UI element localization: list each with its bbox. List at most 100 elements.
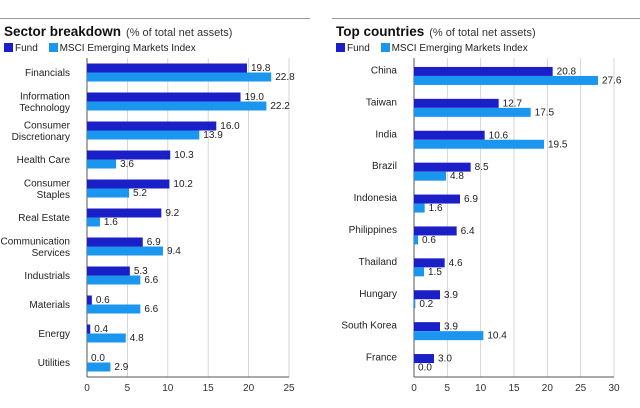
category-label: Communication Services (1, 236, 70, 259)
category-label: Energy (38, 329, 70, 340)
index-bar (87, 217, 100, 227)
chart-title-text: Sector breakdown (4, 24, 122, 39)
index-bar (414, 267, 424, 277)
category-label-line: Financials (25, 68, 70, 79)
fund-bar (414, 322, 440, 332)
category-label: Information Technology (19, 91, 70, 114)
top-countries-chart: Top countries (% of total net assets) Fun… (332, 0, 640, 408)
x-tick-label: 5 (125, 383, 131, 394)
category-label: Indonesia (354, 193, 398, 204)
x-tick-label: 25 (575, 383, 587, 394)
category-label-line: Thailand (359, 257, 397, 268)
fund-bar (87, 121, 217, 131)
fund-bar (414, 258, 445, 268)
index-bar (414, 171, 446, 181)
category-label: India (375, 129, 397, 140)
fund-bar (87, 150, 171, 160)
fund-bar (414, 226, 457, 236)
chart-title-text: Top countries (336, 24, 425, 39)
index-bar (414, 235, 418, 245)
category-label-line: Consumer (24, 178, 71, 189)
category-label-line: Services (32, 248, 70, 259)
category-label-line: Industrials (24, 271, 70, 282)
legend-swatch-fund (4, 43, 13, 52)
index-value-label: 10.4 (487, 331, 507, 342)
category-label-line: Philippines (349, 225, 397, 236)
x-tick-label: 15 (508, 383, 520, 394)
category-label: Taiwan (366, 97, 397, 108)
index-value-label: 1.5 (428, 267, 442, 278)
index-value-label: 0.2 (419, 299, 433, 310)
fund-value-label: 8.5 (475, 162, 489, 173)
index-value-label: 4.8 (130, 333, 144, 344)
category-label-line: Discretionary (12, 132, 70, 143)
fund-bar (87, 295, 92, 305)
country-bars-svg: 0 5 10 15 20 25 30 China 20.8 27.6 Taiwan 12.7 17.5 I… (341, 58, 622, 394)
legend-item-fund: Fund (4, 43, 38, 54)
sector-bars-svg: 0 5 10 15 20 25 Financials 19.8 22.8 Information T… (1, 58, 295, 394)
fund-value-label: 0.4 (94, 324, 108, 335)
chart-legend: Fund MSCI Emerging Markets Index (336, 43, 536, 54)
fund-value-label: 12.7 (503, 98, 523, 109)
x-tick-label: 30 (608, 383, 620, 394)
fund-value-label: 9.2 (165, 208, 179, 219)
legend-label-fund: Fund (347, 43, 370, 54)
legend-label-index: MSCI Emerging Markets Index (59, 43, 196, 54)
category-label-line: Health Care (17, 155, 71, 166)
chart-legend: Fund MSCI Emerging Markets Index (4, 43, 204, 54)
index-bar (87, 362, 111, 372)
category-label-line: Technology (19, 103, 70, 114)
category-label: China (371, 65, 398, 76)
category-label: Industrials (24, 271, 70, 282)
legend-label-fund: Fund (15, 43, 38, 54)
category-label: South Korea (341, 321, 397, 332)
category-label-line: Real Estate (18, 213, 70, 224)
legend-label-index: MSCI Emerging Markets Index (391, 43, 528, 54)
top-divider (0, 18, 310, 19)
fund-value-label: 19.0 (245, 92, 265, 103)
category-label-line: Information (20, 91, 70, 102)
x-tick-label: 20 (243, 383, 255, 394)
fund-value-label: 0.6 (96, 295, 110, 306)
fund-bar (87, 208, 162, 218)
x-tick-label: 0 (411, 383, 417, 394)
index-value-label: 5.2 (133, 188, 147, 199)
category-label-line: Hungary (359, 289, 397, 300)
chart-subtitle: (% of total net assets) (429, 27, 536, 39)
category-label-line: China (371, 65, 398, 76)
category-label-line: Materials (29, 300, 70, 311)
fund-value-label: 0.0 (91, 353, 105, 364)
fund-value-label: 3.9 (444, 290, 458, 301)
category-label-line: Energy (38, 329, 70, 340)
index-bar (414, 75, 598, 85)
legend-item-index: MSCI Emerging Markets Index (48, 43, 196, 54)
fund-value-label: 3.9 (444, 322, 458, 333)
category-label: Consumer Staples (24, 178, 71, 201)
fund-bar (87, 92, 241, 102)
fund-value-label: 19.8 (251, 63, 271, 74)
index-value-label: 1.6 (429, 203, 443, 214)
category-label: Health Care (17, 155, 71, 166)
fund-value-label: 6.4 (461, 226, 475, 237)
index-value-label: 9.4 (167, 246, 181, 257)
fund-value-label: 3.0 (438, 354, 452, 365)
category-label: Hungary (359, 289, 397, 300)
category-label-line: Communication (1, 236, 70, 247)
index-bar (87, 130, 200, 140)
index-bar (87, 304, 141, 314)
legend-swatch-index (380, 43, 390, 52)
category-label: Real Estate (18, 213, 70, 224)
fund-bar (414, 194, 460, 204)
index-bar (87, 275, 141, 285)
category-label-line: Indonesia (354, 193, 398, 204)
index-bar (414, 203, 425, 213)
category-label-line: India (375, 129, 397, 140)
category-label: Consumer Discretionary (12, 120, 71, 143)
index-value-label: 22.2 (270, 101, 290, 112)
x-tick-label: 0 (84, 383, 90, 394)
index-value-label: 0.0 (418, 363, 432, 374)
x-tick-label: 10 (475, 383, 487, 394)
index-bar (87, 333, 126, 343)
fund-bar (87, 266, 130, 276)
index-value-label: 0.6 (422, 235, 436, 246)
